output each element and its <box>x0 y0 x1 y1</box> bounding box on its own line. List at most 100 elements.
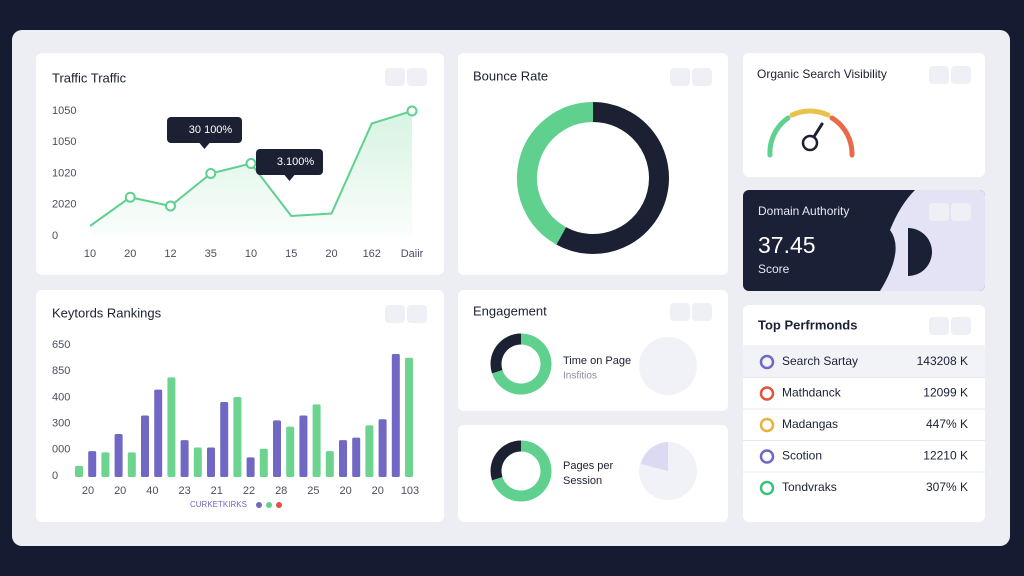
x-tick-label: 25 <box>307 485 319 497</box>
icon-button <box>692 68 712 86</box>
tooltip-tip <box>199 143 210 149</box>
row-highlight <box>743 347 985 377</box>
donut-segment <box>491 333 552 395</box>
bar <box>193 447 202 477</box>
bar <box>299 415 308 477</box>
marker <box>205 168 217 179</box>
y-tick-label: 1050 <box>52 136 76 148</box>
icon-button <box>385 68 405 86</box>
card-title: Organic Search Visibility <box>757 67 887 81</box>
bar <box>352 437 361 477</box>
icon-button <box>670 303 690 321</box>
row-icon <box>759 417 775 433</box>
tooltip-text: 3.100% <box>277 156 315 168</box>
x-tick-label: 10 <box>84 248 96 260</box>
y-tick-label: 0 <box>52 230 58 242</box>
bar <box>378 419 387 477</box>
card-title: Engagement <box>473 303 547 318</box>
label: Pages per <box>563 460 613 472</box>
icon-button <box>929 203 949 221</box>
bar <box>207 447 215 477</box>
legend-dot <box>276 502 282 508</box>
x-tick-label: 162 <box>363 248 381 260</box>
bar <box>246 457 255 477</box>
bar <box>233 397 242 477</box>
y-tick-label: 1020 <box>52 167 76 179</box>
icon-button <box>692 303 712 321</box>
x-tick-label: 20 <box>124 248 136 260</box>
card-title: Domain Authority <box>758 204 849 218</box>
y-tick-label: 850 <box>52 365 70 377</box>
domain-label: Score <box>758 262 790 276</box>
x-tick-label: 12 <box>164 248 176 260</box>
legend-dot <box>266 502 272 508</box>
card-title: Bounce Rate <box>473 68 548 83</box>
row-value: 307% K <box>926 480 968 494</box>
bar <box>220 401 229 477</box>
bar <box>259 448 268 477</box>
tooltip-tip <box>284 175 295 181</box>
card-title: Top Perfrmonds <box>758 317 857 332</box>
bounce-card <box>458 53 728 275</box>
decor-circle <box>639 337 697 395</box>
label: Time on Page <box>563 355 631 367</box>
icon-button <box>407 68 427 86</box>
bar <box>286 426 295 477</box>
x-tick-label: 15 <box>285 248 297 260</box>
bar <box>127 452 136 477</box>
row-name: Mathdanck <box>782 386 842 400</box>
x-tick-label: 21 <box>211 485 223 497</box>
row-name: Madangas <box>782 417 838 431</box>
x-tick-label: 40 <box>146 485 158 497</box>
x-tick-label: 28 <box>275 485 287 497</box>
gauge <box>829 115 855 158</box>
y-tick-label: 400 <box>52 391 70 403</box>
row-icon <box>759 354 775 370</box>
row-value: 12099 K <box>923 386 968 400</box>
gauge <box>767 115 791 158</box>
icon-button <box>385 305 405 323</box>
icon-button <box>951 66 971 84</box>
y-tick-label: 000 <box>52 444 70 456</box>
row-name: Search Sartay <box>782 354 858 368</box>
row-value: 143208 K <box>917 354 968 368</box>
x-tick-label: 23 <box>178 485 190 497</box>
y-tick-label: 650 <box>52 339 70 351</box>
icon-button <box>951 203 971 221</box>
decor-wedge <box>641 442 668 471</box>
row-name: Scotion <box>782 449 822 463</box>
bar <box>312 404 321 477</box>
x-tick-label: 35 <box>205 248 217 260</box>
card-title: Keytords Rankings <box>52 305 162 320</box>
y-tick-label: 0 <box>52 470 58 482</box>
donut-segment <box>556 102 669 254</box>
marker <box>406 105 418 117</box>
y-tick-label: 1050 <box>52 105 76 117</box>
donut-segment <box>517 102 594 245</box>
x-tick-label: Daiir <box>401 248 424 260</box>
legend: CURKETKIRKS <box>190 500 247 509</box>
bar <box>167 377 176 477</box>
label: Session <box>563 475 602 487</box>
y-tick-label: 300 <box>52 418 70 430</box>
marker <box>245 158 257 169</box>
tooltip <box>167 117 242 143</box>
x-tick-label: 103 <box>401 485 419 497</box>
bar <box>101 452 110 477</box>
icon-button <box>951 317 971 335</box>
bar <box>154 389 163 477</box>
gauge <box>789 108 831 118</box>
icon-button <box>929 66 949 84</box>
row-value: 447% K <box>926 417 968 431</box>
row-value: 12210 K <box>923 449 968 463</box>
donut-segment <box>490 440 522 481</box>
x-tick-label: 20 <box>82 485 94 497</box>
bar <box>141 415 149 477</box>
bar <box>405 357 413 477</box>
bar <box>391 354 400 477</box>
row-icon <box>759 386 775 401</box>
icon-button <box>929 317 949 335</box>
x-tick-label: 20 <box>325 248 337 260</box>
x-tick-label: 20 <box>114 485 126 497</box>
donut-segment <box>491 440 552 502</box>
